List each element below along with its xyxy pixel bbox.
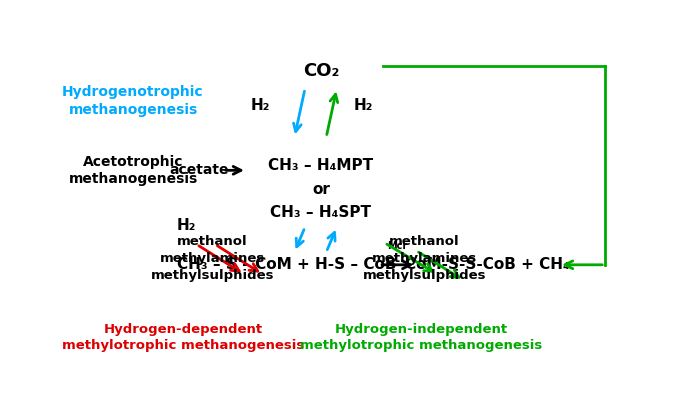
Text: Acetotrophic
methanogenesis: Acetotrophic methanogenesis xyxy=(68,155,197,186)
Text: Hydrogenotrophic
methanogenesis: Hydrogenotrophic methanogenesis xyxy=(62,85,204,117)
Text: CH₃ – H₄SPT: CH₃ – H₄SPT xyxy=(270,205,372,220)
Text: Mcr: Mcr xyxy=(387,240,408,251)
Text: or: or xyxy=(312,182,330,197)
Text: Hydrogen-independent
methylotrophic methanogenesis: Hydrogen-independent methylotrophic meth… xyxy=(301,323,542,352)
Text: H₂: H₂ xyxy=(354,98,373,113)
Text: Hydrogen-dependent
methylotrophic methanogenesis: Hydrogen-dependent methylotrophic methan… xyxy=(62,323,305,352)
Text: CH₃ – S – CoM + H-S – CoB: CH₃ – S – CoM + H-S – CoB xyxy=(177,257,396,272)
Text: H₂: H₂ xyxy=(176,218,195,233)
Text: acetate: acetate xyxy=(169,163,229,178)
Text: H₂: H₂ xyxy=(251,98,270,113)
Text: CO₂: CO₂ xyxy=(303,62,339,80)
Text: methanol
methylamines
methylsulphides: methanol methylamines methylsulphides xyxy=(363,235,486,282)
Text: methanol
methylamines
methylsulphides: methanol methylamines methylsulphides xyxy=(151,235,274,282)
Text: CoM-S-S-CoB + CH₄: CoM-S-S-CoB + CH₄ xyxy=(405,257,570,272)
Text: CH₃ – H₄MPT: CH₃ – H₄MPT xyxy=(268,158,374,173)
